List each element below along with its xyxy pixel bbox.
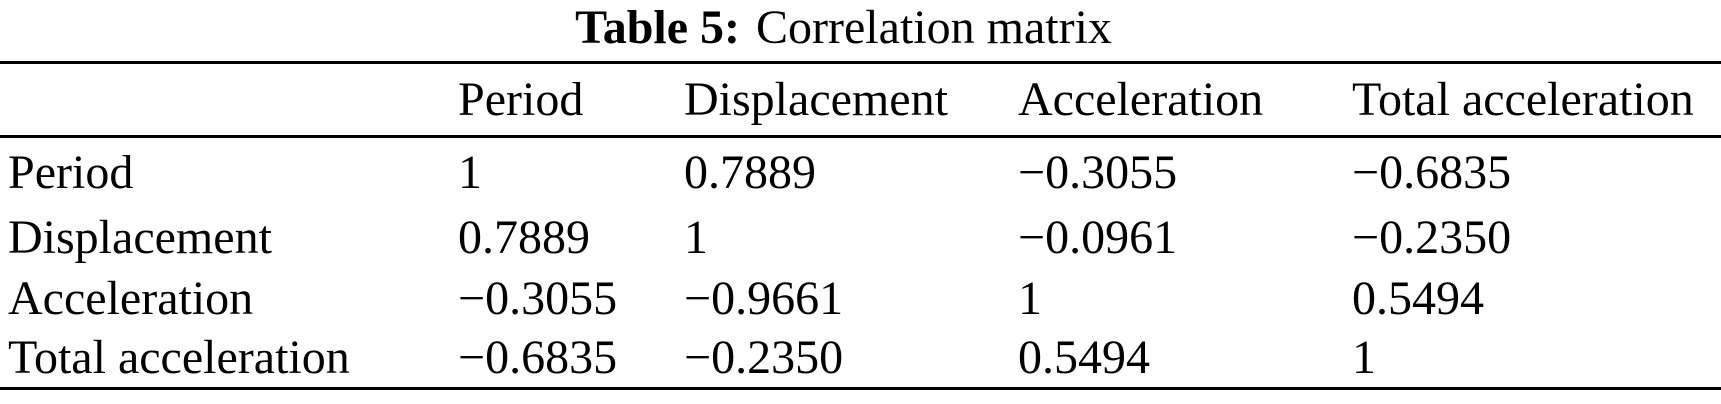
cell-value: 1 [1018, 271, 1042, 325]
cell-value: −0.6835 [1352, 145, 1512, 199]
row-label: Total acceleration [8, 331, 350, 385]
column-header-empty [0, 62, 458, 138]
cell-value: −0.3055 [1018, 145, 1178, 199]
table-row-acceleration: Acceleration −0.3055 −0.9661 1 0.5494 [0, 268, 1721, 329]
table-row-total-acceleration: Total acceleration −0.6835 −0.2350 0.549… [0, 329, 1721, 389]
cell-value: −0.9661 [684, 271, 844, 325]
row-label: Displacement [8, 210, 272, 264]
table-row-period: Period 1 0.7889 −0.3055 −0.6835 [0, 137, 1721, 207]
cell-value: 0.5494 [1352, 271, 1484, 325]
caption-title: Correlation matrix [756, 1, 1112, 54]
row-label: Period [8, 145, 134, 199]
column-header-displacement: Displacement [684, 62, 1018, 138]
column-header-period: Period [458, 62, 684, 138]
table-caption: Table 5: Correlation matrix [0, 0, 1721, 58]
cell-value: −0.2350 [1352, 210, 1512, 264]
cell-value: −0.3055 [458, 271, 618, 325]
cell-value: −0.6835 [458, 331, 618, 385]
cell-value: 1 [1352, 331, 1376, 385]
cell-value: 0.5494 [1018, 331, 1150, 385]
cell-value: 1 [458, 145, 482, 199]
cell-value: 0.7889 [458, 210, 590, 264]
correlation-matrix-table: Period Displacement Acceleration Total a… [0, 61, 1721, 390]
row-label: Acceleration [8, 271, 254, 325]
caption-label: Table 5: [575, 1, 741, 54]
column-header-total-acceleration: Total acceleration [1352, 62, 1721, 138]
cell-value: −0.0961 [1018, 210, 1178, 264]
header-row: Period Displacement Acceleration Total a… [0, 62, 1721, 138]
table-row-displacement: Displacement 0.7889 1 −0.0961 −0.2350 [0, 207, 1721, 268]
cell-value: 0.7889 [684, 145, 816, 199]
cell-value: −0.2350 [684, 331, 844, 385]
column-header-acceleration: Acceleration [1018, 62, 1352, 138]
cell-value: 1 [684, 210, 708, 264]
